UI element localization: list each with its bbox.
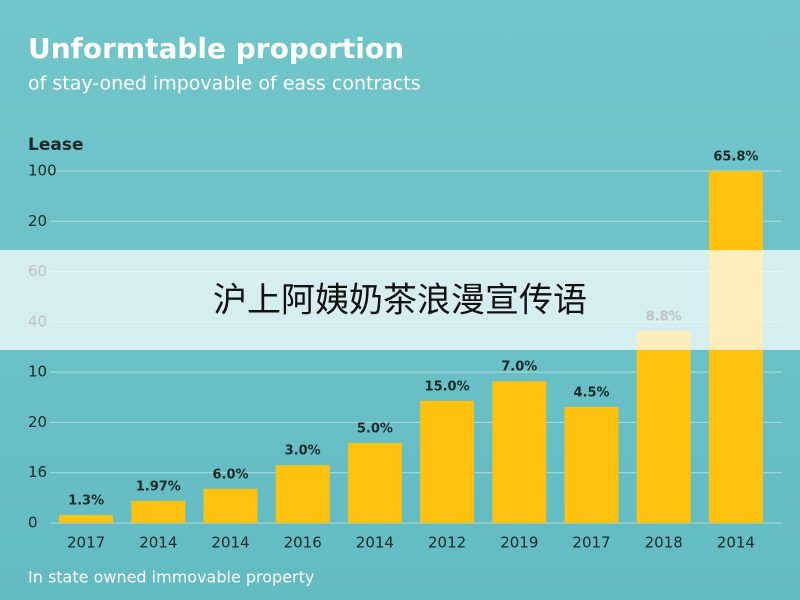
data-label: 1.97%: [136, 479, 181, 494]
x-tick-label: 2017: [572, 534, 610, 552]
chart-subtitle: of stay-oned impovable of eass contracts: [28, 73, 421, 95]
x-tick-label: 2018: [645, 534, 683, 552]
y-tick-label: 20: [28, 212, 47, 230]
bar: [275, 465, 330, 523]
x-tick-label: 2014: [356, 534, 394, 552]
bar: [347, 443, 402, 523]
data-label: 15.0%: [425, 379, 470, 394]
y-tick-label: 20: [28, 413, 47, 431]
data-label: 7.0%: [501, 360, 537, 375]
chart-title: Unformtable proportion: [28, 32, 404, 65]
y-tick-label: 10: [28, 363, 47, 381]
bar: [564, 406, 619, 523]
x-tick-label: 2017: [67, 534, 105, 552]
bar: [636, 330, 691, 523]
bar: [420, 400, 475, 523]
bar: [59, 514, 114, 523]
data-label: 6.0%: [212, 467, 248, 482]
data-label: 5.0%: [357, 422, 393, 437]
data-label: 3.0%: [285, 444, 321, 459]
bar: [131, 500, 186, 523]
y-axis-label: Lease: [28, 135, 83, 155]
bar: [492, 381, 547, 523]
data-label: 4.5%: [573, 385, 609, 400]
x-tick-label: 2014: [211, 534, 249, 552]
y-tick-label: 16: [28, 463, 47, 481]
banner: [0, 250, 800, 350]
y-tick-label: 0: [28, 514, 38, 532]
x-tick-label: 2019: [500, 534, 538, 552]
x-tick-label: 2016: [284, 534, 322, 552]
y-tick-label: 100: [28, 162, 57, 180]
data-label: 1.3%: [68, 493, 104, 508]
banner-text: 沪上阿姨奶茶浪漫宣传语: [213, 281, 587, 321]
data-label: 65.8%: [713, 150, 758, 165]
x-tick-label: 2014: [139, 534, 177, 552]
x-tick-label: 2012: [428, 534, 466, 552]
bar: [203, 488, 258, 523]
x-tick-label: 2014: [717, 534, 755, 552]
footer: In state owned immovable property: [28, 568, 314, 587]
